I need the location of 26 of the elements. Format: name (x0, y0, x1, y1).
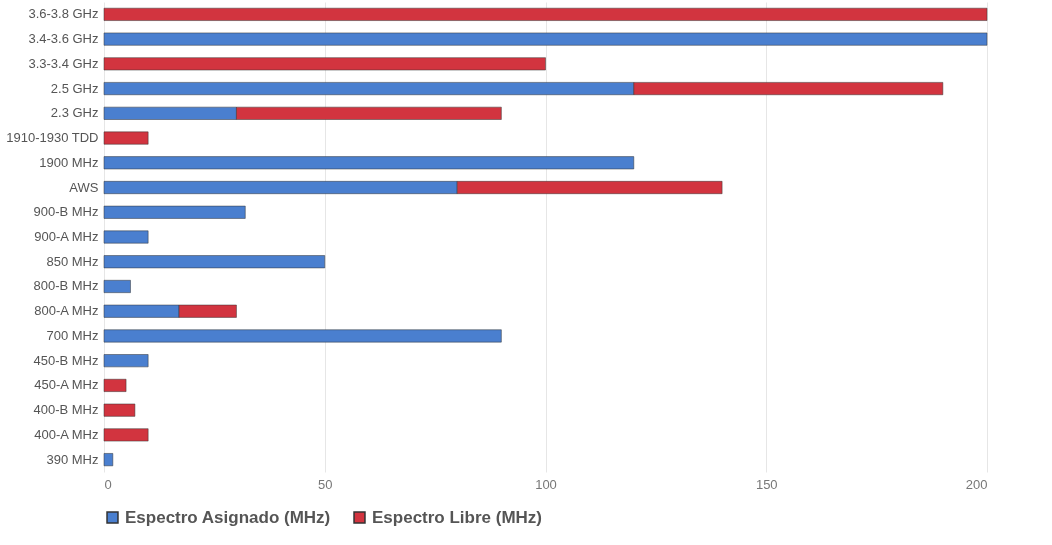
legend-label: Espectro Libre (MHz) (372, 507, 543, 527)
y-tick-label: 450-B MHz (33, 352, 99, 368)
x-tick-label: 0 (104, 476, 112, 492)
y-tick-label: 700 MHz (46, 327, 99, 343)
x-tick-label: 150 (755, 476, 778, 492)
y-tick-label: 2.5 GHz (50, 80, 99, 96)
y-tick-label: 800-B MHz (33, 278, 99, 294)
y-tick-label: 3.3-3.4 GHz (28, 55, 99, 71)
y-tick-label: 3.6-3.8 GHz (28, 6, 99, 22)
legend-label: Espectro Asignado (MHz) (125, 507, 331, 527)
y-tick-label: 800-A MHz (34, 303, 99, 319)
y-tick-label: 390 MHz (46, 451, 99, 467)
y-tick-label: AWS (69, 179, 99, 195)
y-tick-label: 400-B MHz (33, 402, 99, 418)
y-tick-label: 2.3 GHz (50, 105, 99, 121)
y-tick-label: 450-A MHz (34, 377, 99, 393)
y-tick-label: 850 MHz (46, 253, 99, 269)
y-tick-label: 900-B MHz (33, 204, 99, 220)
x-tick-label: 50 (318, 476, 333, 492)
y-tick-label: 1900 MHz (39, 154, 99, 170)
y-tick-label: 1910-1930 TDD (6, 130, 99, 146)
y-tick-label: 400-A MHz (34, 426, 99, 442)
x-tick-label: 200 (965, 476, 988, 492)
x-tick-label: 100 (535, 476, 557, 492)
y-tick-label: 3.4-3.6 GHz (28, 31, 99, 47)
y-tick-label: 900-A MHz (34, 229, 99, 244)
